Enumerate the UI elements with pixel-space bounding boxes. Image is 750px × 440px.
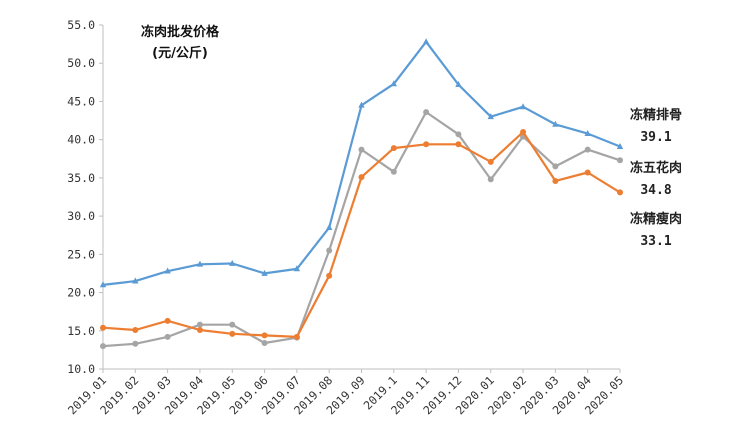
data-point [229, 321, 236, 328]
data-point [390, 168, 397, 175]
data-point [358, 174, 365, 181]
series-1 [100, 109, 623, 350]
data-point [99, 281, 107, 288]
x-axis-ticks: 2019.012019.022019.032019.042019.052019.… [65, 369, 626, 417]
data-point [487, 158, 494, 165]
data-point [487, 176, 494, 183]
y-tick-label: 50.0 [67, 56, 95, 70]
data-point [196, 327, 203, 334]
data-point [423, 109, 430, 116]
series-group [99, 38, 624, 350]
y-tick-label: 10.0 [67, 362, 95, 376]
data-point [100, 343, 106, 350]
data-point [390, 145, 397, 152]
y-tick-label: 20.0 [67, 286, 95, 300]
y-tick-label: 25.0 [67, 247, 95, 261]
data-point [293, 265, 301, 272]
data-point [584, 129, 591, 136]
data-point [390, 80, 398, 87]
data-point [132, 277, 139, 284]
data-point [616, 142, 624, 149]
data-point [552, 163, 559, 170]
data-point [422, 38, 430, 45]
data-point [164, 333, 171, 340]
data-point [584, 169, 591, 176]
series-value-pork-belly: 34.8 [640, 183, 671, 198]
data-point [455, 81, 462, 88]
data-point [455, 141, 462, 148]
data-point [196, 321, 203, 328]
data-point [326, 247, 333, 254]
data-point [229, 330, 236, 337]
data-point [261, 269, 268, 276]
data-point [293, 333, 300, 340]
series-value-ribs: 39.1 [640, 130, 671, 145]
y-tick-label: 30.0 [67, 209, 95, 223]
series-2 [100, 129, 623, 340]
data-point [617, 157, 623, 164]
data-point [487, 113, 494, 120]
data-point [519, 103, 527, 110]
series-value-lean-pork: 33.1 [640, 234, 671, 249]
y-tick-label: 40.0 [67, 133, 95, 147]
data-point [132, 340, 139, 347]
data-point [261, 332, 268, 339]
data-point [423, 141, 430, 148]
data-point [132, 327, 139, 334]
data-point [229, 259, 236, 266]
data-point [358, 146, 365, 153]
data-point [196, 260, 204, 267]
y-tick-label: 35.0 [67, 171, 95, 185]
series-label-ribs: 冻精排骨 [630, 107, 682, 123]
y-tick-label: 15.0 [67, 324, 95, 338]
chart-subtitle: (元/公斤) [152, 45, 208, 61]
data-point [617, 189, 623, 196]
data-point [552, 177, 559, 184]
y-tick-label: 45.0 [67, 94, 95, 108]
data-point [358, 101, 365, 108]
data-point [164, 317, 171, 324]
data-point [325, 223, 333, 230]
data-point [520, 129, 527, 136]
y-tick-label: 55.0 [67, 18, 95, 32]
series-label-pork-belly: 冻五花肉 [630, 160, 682, 176]
data-point [552, 120, 559, 127]
chart-title: 冻肉批发价格 [141, 24, 220, 40]
series-label-lean-pork: 冻精瘦肉 [630, 211, 682, 227]
y-axis-ticks: 10.0 15.0 20.0 25.0 30.0 35.0 40.0 45.0 50.0 55.0 [67, 18, 103, 376]
series-line [102, 130, 621, 338]
series-0 [99, 38, 624, 288]
data-point [326, 272, 333, 279]
axes [102, 25, 620, 370]
data-point [100, 324, 106, 331]
data-point [261, 340, 268, 347]
series-line [102, 40, 621, 286]
data-point [584, 146, 591, 153]
data-point [455, 131, 462, 138]
data-point [164, 267, 171, 274]
